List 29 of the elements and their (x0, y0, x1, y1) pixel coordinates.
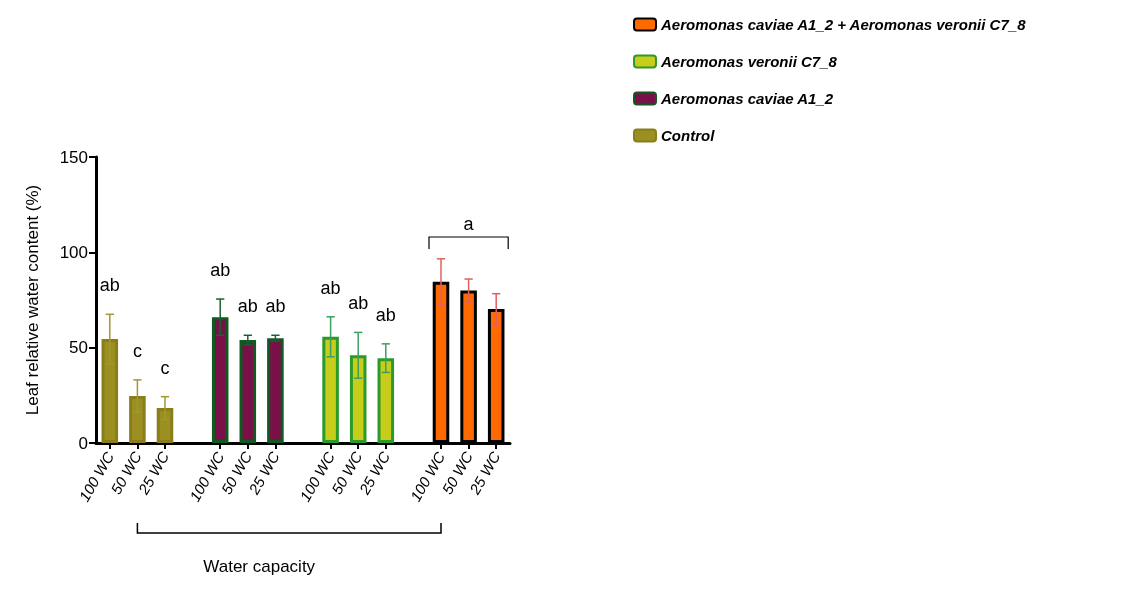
bar (211, 317, 229, 443)
bar (129, 396, 146, 443)
data-label: ab (237, 296, 258, 317)
legend-label: Aeromonas veronii C7_8 (660, 53, 838, 70)
legend-label: Aeromonas caviae A1_2 + Aeromonas veronii C7_8 (660, 16, 1027, 33)
data-label: ab (320, 277, 341, 298)
annotation: a (463, 214, 475, 234)
y-tick-label: 50 (69, 338, 88, 358)
data-label: ab (348, 293, 369, 314)
bar (322, 336, 339, 443)
bar (239, 340, 257, 443)
bar (267, 338, 284, 443)
y-tick-label: 0 (78, 433, 88, 453)
y-tick-label: 150 (59, 147, 88, 167)
legend-label: Control (661, 127, 716, 144)
data-label: c (132, 340, 142, 361)
data-label: c (160, 357, 170, 378)
data-label: ab (210, 260, 231, 281)
bar (101, 339, 119, 443)
bar (377, 358, 395, 443)
x-axis-title: Water capacity (203, 556, 316, 576)
bar (349, 355, 367, 443)
data-label: ab (375, 304, 396, 325)
y-tick-label: 100 (59, 242, 88, 262)
legend-label: Aeromonas caviae A1_2 (660, 90, 834, 107)
bar (156, 408, 174, 443)
y-axis-title: Leaf relative water content (%) (23, 184, 42, 416)
data-label: ab (99, 275, 120, 296)
data-label: ab (265, 296, 286, 317)
